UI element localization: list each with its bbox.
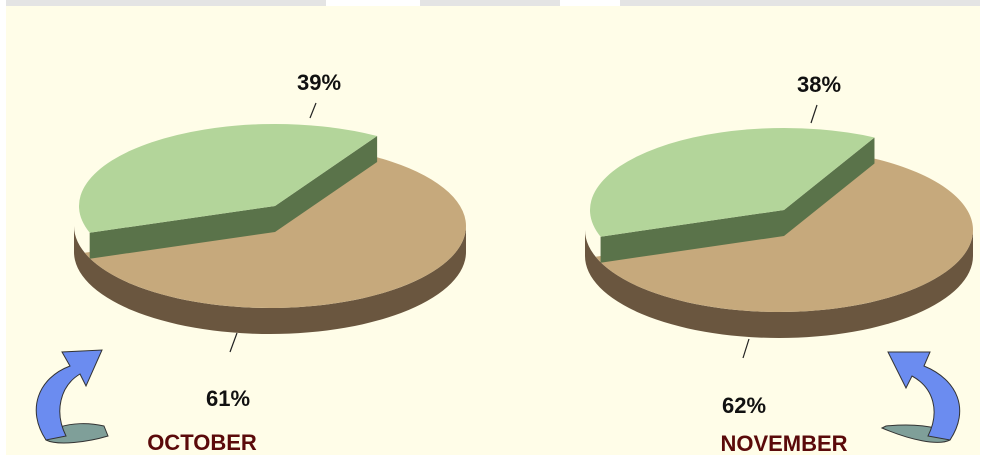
curved-arrow-right-icon	[880, 351, 961, 443]
month-label-october: OCTOBER	[147, 430, 257, 455]
month-label-november: NOVEMBER	[720, 431, 847, 455]
pie-slice-38-percent	[589, 127, 875, 237]
data-label-61: 61%	[206, 386, 250, 411]
data-label-39: 39%	[297, 70, 341, 95]
pie-chart-october: 39% 61%	[74, 70, 467, 411]
leader-line-62	[742, 338, 750, 359]
curved-arrow-left-icon	[35, 349, 109, 444]
pie-slice-side-62-percent	[585, 230, 973, 338]
pie-slice-side-61-percent	[74, 226, 466, 334]
pie-slice-61-percent	[84, 156, 467, 308]
pie-slice-side-38-percent	[600, 137, 875, 263]
leader-line-39	[309, 102, 317, 119]
data-label-62: 62%	[722, 393, 766, 418]
data-label-38: 38%	[797, 72, 841, 97]
pie-slice-side-39-percent	[89, 136, 378, 259]
pie-chart-november: 38% 62%	[585, 72, 973, 418]
leader-line-38	[810, 104, 818, 124]
leader-line-61	[229, 332, 238, 353]
pie-slice-39-percent	[78, 123, 378, 233]
